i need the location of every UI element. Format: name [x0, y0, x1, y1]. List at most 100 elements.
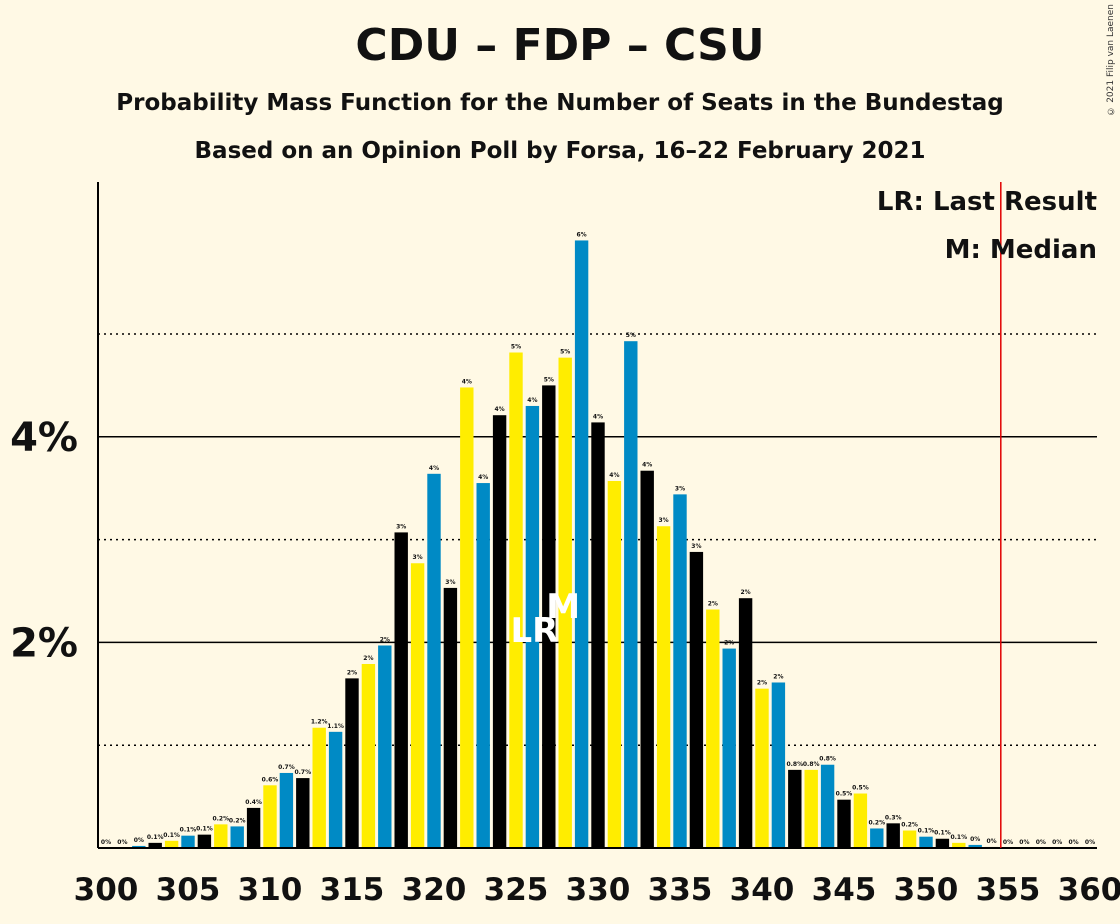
bar-label-seat-320: 4%: [429, 465, 439, 472]
last-result-marker: LR: [510, 611, 558, 651]
x-tick-label-310: 310: [238, 872, 303, 908]
bar-seat-329: [574, 240, 589, 848]
bar-seat-307: [214, 824, 228, 848]
x-tick-label-325: 325: [484, 872, 549, 908]
bar-label-seat-315: 2%: [347, 669, 357, 676]
bar-labels: 0% 0% 0% 0.1% 0.1%0.1% 0.1%0.2% 0.2%0.4%0.6%0.…: [101, 231, 1095, 846]
bar-label-seat-319: 3%: [413, 554, 423, 561]
bar-seat-338: [722, 648, 736, 848]
chart-title: CDU – FDP – CSU: [355, 20, 765, 71]
x-tick-label-335: 335: [648, 872, 713, 908]
chart-subtitle: Probability Mass Function for the Number…: [116, 90, 1004, 116]
bar-seat-349: [902, 830, 917, 848]
x-tick-label-360: 360: [1058, 872, 1120, 908]
bar-seat-313: [312, 727, 326, 848]
bar-seat-341: [771, 682, 786, 848]
bar-label-seat-303: 0.1%: [147, 834, 164, 841]
x-tick-label-330: 330: [566, 872, 631, 908]
bar-label-seat-359: 0%: [1069, 839, 1079, 846]
bars: [132, 240, 999, 848]
bar-label-seat-336: 3%: [691, 543, 701, 550]
x-tick-label-320: 320: [402, 872, 467, 908]
bar-label-seat-353: 0%: [970, 836, 980, 843]
poll-source: Based on an Opinion Poll by Forsa, 16–22…: [194, 138, 926, 164]
bar-seat-317: [378, 645, 392, 848]
x-tick-label-315: 315: [320, 872, 385, 908]
bar-label-seat-340: 2%: [757, 680, 767, 687]
bar-seat-327: [542, 385, 556, 848]
x-tick-label-350: 350: [894, 872, 959, 908]
y-tick-label-2: 2%: [10, 620, 78, 666]
bar-seat-320: [427, 473, 441, 848]
bar-label-seat-331: 4%: [609, 472, 619, 479]
bar-seat-332: [624, 341, 638, 848]
bar-seat-345: [837, 799, 851, 848]
bar-seat-311: [279, 772, 294, 848]
bar-seat-343: [804, 769, 818, 848]
bar-seat-304: [164, 840, 179, 848]
bar-seat-306: [197, 834, 212, 848]
bar-label-seat-308: 0.2%: [229, 817, 246, 824]
bar-seat-322: [460, 387, 474, 848]
median-marker: M: [546, 587, 580, 627]
bar-label-seat-360: 0%: [1085, 839, 1095, 846]
bar-label-seat-301: 0%: [117, 839, 127, 846]
axes: 300 305 310 315 320 325 330 335 340 345 350 355 360 2…: [10, 182, 1120, 908]
bar-label-seat-314: 1.1%: [327, 723, 344, 730]
bar-label-seat-346: 0.5%: [852, 785, 869, 792]
bar-label-seat-356: 0%: [1019, 839, 1029, 846]
bar-seat-308: [230, 826, 244, 848]
bar-label-seat-309: 0.4%: [245, 799, 262, 806]
bar-label-seat-351: 0.1%: [934, 830, 951, 837]
bar-label-seat-329: 6%: [577, 231, 587, 238]
bar-seat-309: [246, 807, 261, 848]
bar-seat-353: [968, 844, 982, 848]
bar-seat-312: [296, 778, 310, 848]
bar-seat-323: [476, 483, 490, 848]
bar-seat-350: [919, 836, 933, 848]
bar-label-seat-330: 4%: [593, 413, 603, 420]
bar-label-seat-345: 0.5%: [836, 791, 853, 798]
bar-label-seat-324: 4%: [495, 406, 505, 413]
bar-seat-319: [410, 563, 425, 848]
bar-label-seat-318: 3%: [396, 523, 406, 530]
bar-seat-321: [443, 587, 458, 848]
bar-seat-314: [328, 731, 343, 848]
bar-label-seat-357: 0%: [1036, 839, 1046, 846]
bar-label-seat-347: 0.2%: [868, 819, 885, 826]
bar-label-seat-358: 0%: [1052, 839, 1062, 846]
bar-label-seat-326: 4%: [527, 397, 537, 404]
bar-seat-330: [591, 422, 605, 848]
bar-seat-325: [509, 352, 523, 848]
bar-seat-303: [148, 842, 162, 848]
markers: LRM: [510, 182, 1002, 848]
bar-label-seat-305: 0.1%: [180, 827, 197, 834]
bar-seat-351: [935, 838, 950, 848]
bar-seat-347: [870, 828, 884, 848]
bar-label-seat-327: 5%: [544, 376, 554, 383]
bar-seat-346: [853, 793, 868, 848]
bar-seat-334: [656, 526, 671, 848]
bar-label-seat-337: 2%: [708, 601, 718, 608]
bar-label-seat-311: 0.7%: [278, 764, 295, 771]
bar-seat-326: [525, 405, 540, 848]
bar-label-seat-334: 3%: [659, 517, 669, 524]
bar-seat-336: [689, 551, 704, 848]
bar-seat-315: [345, 678, 359, 848]
legend-last-result: LR: Last Result: [877, 187, 1097, 217]
bar-seat-316: [361, 663, 376, 848]
bar-label-seat-349: 0.2%: [901, 822, 918, 829]
x-tick-label-345: 345: [812, 872, 877, 908]
bar-label-seat-317: 2%: [380, 636, 390, 643]
bar-label-seat-355: 0%: [1003, 839, 1013, 846]
bar-seat-348: [886, 823, 900, 848]
bar-label-seat-300: 0%: [101, 839, 111, 846]
bar-label-seat-352: 0.1%: [950, 834, 967, 841]
bar-label-seat-332: 5%: [626, 332, 636, 339]
bar-seat-342: [788, 769, 802, 848]
bar-label-seat-302: 0%: [134, 837, 144, 844]
bar-seat-352: [952, 842, 966, 848]
bar-seat-333: [640, 470, 654, 848]
bar-label-seat-316: 2%: [363, 655, 373, 662]
bar-label-seat-321: 3%: [445, 579, 455, 586]
